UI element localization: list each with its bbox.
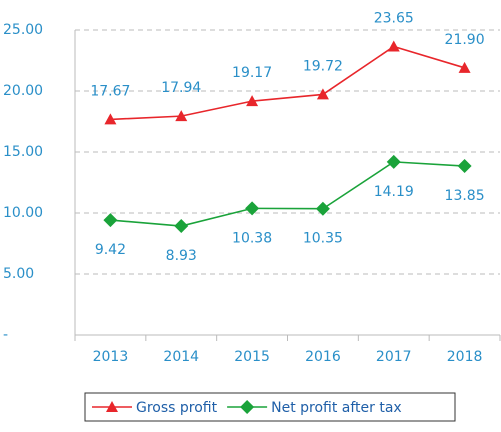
marker: [246, 95, 259, 107]
marker: [106, 401, 118, 412]
data-label: 10.35: [303, 231, 343, 247]
x-tick-label: 2018: [447, 349, 483, 365]
data-label: 8.93: [166, 248, 197, 264]
y-tick-label: -: [3, 327, 8, 343]
marker: [245, 201, 260, 216]
x-tick-label: 2017: [376, 349, 412, 365]
marker: [386, 154, 401, 169]
data-label: 9.42: [95, 242, 126, 258]
marker: [103, 213, 118, 228]
marker: [174, 219, 189, 234]
marker: [458, 61, 471, 73]
data-label: 21.90: [445, 32, 485, 48]
x-tick-label: 2014: [163, 349, 199, 365]
series-line: [110, 45, 465, 121]
data-label: 17.67: [90, 83, 130, 99]
data-label: 14.19: [374, 184, 414, 200]
marker: [315, 201, 330, 216]
y-tick-label: 5.00: [3, 266, 34, 282]
marker: [316, 88, 329, 100]
y-tick-label: 10.00: [3, 205, 43, 221]
x-tick-label: 2015: [234, 349, 270, 365]
data-label: 23.65: [374, 10, 414, 26]
marker: [387, 40, 400, 52]
legend-box: [84, 392, 456, 422]
x-tick-label: 2016: [305, 349, 341, 365]
marker: [104, 113, 117, 125]
legend-label: Gross profit: [136, 400, 218, 416]
data-label: 19.17: [232, 65, 272, 81]
data-label: 13.85: [445, 188, 485, 204]
series-line: [110, 161, 465, 227]
x-tick-label: 2013: [93, 349, 129, 365]
y-tick-label: 20.00: [3, 83, 43, 99]
y-tick-label: 25.00: [3, 22, 43, 38]
legend-label: Net profit after tax: [271, 400, 402, 416]
legend: Gross profit Net profit after tax: [84, 392, 456, 422]
marker: [240, 400, 255, 414]
data-label: 10.38: [232, 230, 272, 246]
marker: [175, 110, 188, 122]
marker: [457, 159, 472, 174]
y-tick-label: 15.00: [3, 144, 43, 160]
data-label: 17.94: [161, 80, 201, 96]
data-label: 19.72: [303, 58, 343, 74]
